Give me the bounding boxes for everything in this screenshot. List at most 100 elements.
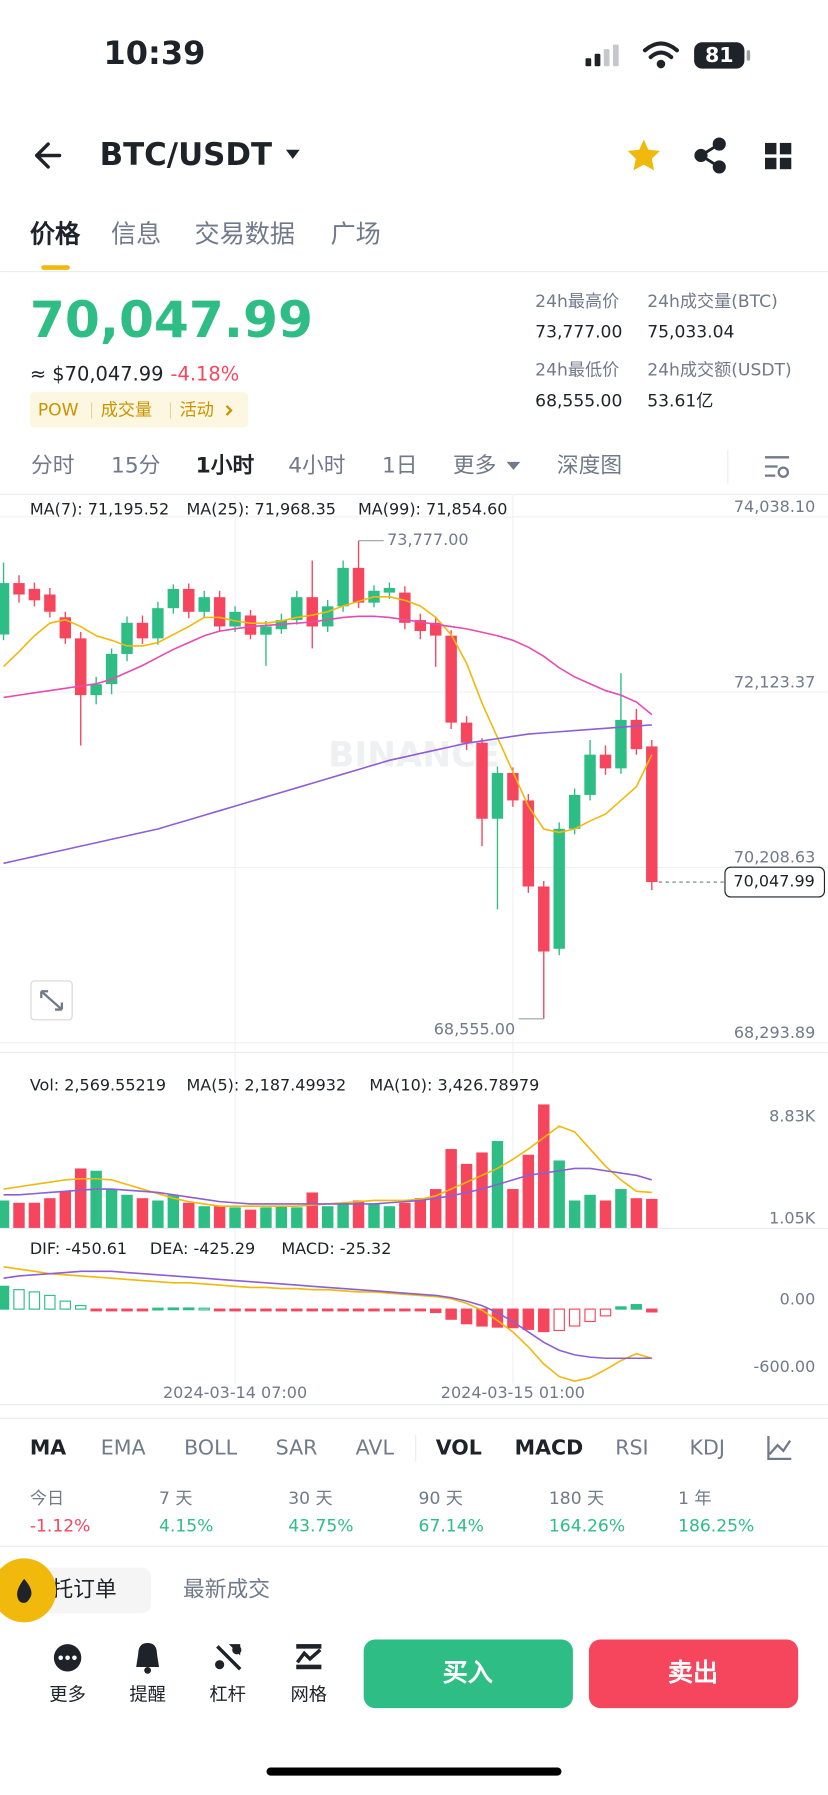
ma-legend: MA(25): 71,968.35 bbox=[186, 499, 336, 518]
volume-bar bbox=[399, 1202, 411, 1228]
nav-label[interactable]: 提醒 bbox=[129, 1685, 166, 1706]
indicator[interactable]: BOLL bbox=[184, 1436, 237, 1460]
candle-body bbox=[105, 653, 118, 685]
interval[interactable]: 更多 bbox=[453, 453, 496, 478]
volume-bar bbox=[260, 1207, 272, 1228]
period-change: 4.15% bbox=[159, 1516, 213, 1536]
tag-chevron bbox=[225, 405, 233, 416]
macd-bar bbox=[213, 1308, 226, 1312]
fullscreen-button[interactable] bbox=[30, 980, 73, 1021]
signal-icon bbox=[585, 44, 619, 67]
tab[interactable]: 交易数据 bbox=[194, 220, 295, 249]
stat-label: 24h成交量(BTC) bbox=[647, 292, 778, 312]
y-tick-label: 68,293.89 bbox=[734, 1023, 815, 1042]
last-price: 70,047.99 bbox=[30, 290, 313, 349]
back-button[interactable] bbox=[34, 142, 62, 169]
macd-bar bbox=[460, 1308, 473, 1325]
status-time: 10:39 bbox=[104, 34, 206, 72]
indicator[interactable]: RSI bbox=[615, 1436, 648, 1460]
tab[interactable]: 价格 bbox=[30, 220, 81, 249]
tab[interactable]: 广场 bbox=[331, 220, 381, 249]
volume-bar bbox=[44, 1198, 56, 1228]
volume-bar bbox=[152, 1200, 164, 1228]
order-tab[interactable]: 最新成交 bbox=[183, 1577, 270, 1602]
indicator[interactable]: KDJ bbox=[690, 1436, 725, 1460]
nav-label[interactable]: 网格 bbox=[291, 1685, 328, 1706]
nav-label[interactable]: 更多 bbox=[49, 1685, 86, 1706]
favorite-star[interactable] bbox=[627, 139, 660, 171]
candle-body bbox=[198, 597, 210, 612]
more-dropdown[interactable] bbox=[506, 461, 521, 470]
x-tick-label: 2024-03-14 07:00 bbox=[163, 1383, 307, 1402]
macd-bar bbox=[105, 1308, 118, 1312]
stat-value: 75,033.04 bbox=[647, 323, 734, 343]
tag[interactable]: 成交量 bbox=[101, 400, 152, 420]
volume-ma-legend: MA(10): 3,426.78979 bbox=[369, 1076, 539, 1095]
candle-body bbox=[383, 588, 396, 593]
candle-body bbox=[507, 772, 519, 801]
interval[interactable]: 深度图 bbox=[557, 453, 622, 478]
nav-label[interactable]: 杠杆 bbox=[209, 1685, 246, 1706]
ma-legend: MA(7): 71,195.52 bbox=[30, 499, 169, 518]
volume-legend: Vol: 2,569.55219 bbox=[30, 1076, 166, 1095]
y-tick-label: -600.00 bbox=[754, 1357, 816, 1376]
sell-button[interactable] bbox=[588, 1639, 799, 1709]
macd-bar bbox=[399, 1308, 411, 1312]
candle-body bbox=[321, 606, 334, 627]
macd-bar bbox=[615, 1306, 627, 1310]
candle-body bbox=[75, 638, 87, 696]
indicator[interactable]: EMA bbox=[101, 1436, 146, 1460]
chart-settings[interactable] bbox=[764, 456, 790, 478]
buy-label[interactable]: 买入 bbox=[443, 1658, 493, 1687]
candle-body bbox=[491, 772, 504, 819]
pair-dropdown[interactable] bbox=[285, 149, 300, 159]
interval[interactable]: 1小时 bbox=[196, 453, 255, 478]
indicator[interactable]: MACD bbox=[515, 1436, 584, 1460]
tab[interactable]: 信息 bbox=[111, 220, 161, 249]
macd-bar bbox=[337, 1308, 349, 1312]
candle-body bbox=[28, 588, 41, 601]
macd-bar bbox=[321, 1308, 334, 1312]
indicator[interactable]: MA bbox=[30, 1436, 66, 1460]
volume-bar bbox=[476, 1152, 488, 1228]
candle-body bbox=[213, 597, 226, 627]
macd-bar bbox=[522, 1308, 535, 1330]
interval[interactable]: 15分 bbox=[111, 453, 160, 478]
volume-bar bbox=[213, 1206, 226, 1228]
indicator-bar: MA EMA BOLL SAR AVL VOL MACD RSI KDJ bbox=[30, 1436, 725, 1460]
interval[interactable]: 分时 bbox=[31, 453, 74, 478]
indicator-settings[interactable] bbox=[767, 1436, 792, 1461]
grid-menu[interactable] bbox=[764, 142, 792, 170]
low-label: 68,555.00 bbox=[434, 1020, 515, 1039]
buy-button[interactable] bbox=[363, 1639, 573, 1709]
indicator[interactable]: AVL bbox=[356, 1436, 395, 1460]
volume-bar bbox=[599, 1200, 612, 1228]
x-tick-label: 2024-03-15 01:00 bbox=[441, 1383, 585, 1402]
volume-bar bbox=[368, 1203, 380, 1228]
y-tick-label: 70,208.63 bbox=[734, 848, 815, 867]
current-price-box bbox=[724, 866, 826, 898]
nav-icons bbox=[53, 1642, 322, 1674]
indicator[interactable]: VOL bbox=[436, 1436, 482, 1460]
volume-bar bbox=[167, 1194, 180, 1228]
interval[interactable]: 1日 bbox=[382, 453, 418, 478]
volume-bar bbox=[321, 1206, 334, 1228]
candle-body bbox=[306, 597, 318, 627]
macd-bar bbox=[244, 1308, 257, 1312]
candle-body bbox=[44, 594, 56, 612]
macd-bar bbox=[491, 1308, 504, 1328]
pair-title[interactable]: BTC/USDT bbox=[100, 137, 272, 173]
battery-level: 81 bbox=[705, 43, 734, 67]
share-button[interactable] bbox=[694, 137, 726, 174]
period: 90 天 bbox=[419, 1489, 463, 1509]
interval[interactable]: 4小时 bbox=[288, 453, 345, 478]
macd-bar bbox=[136, 1308, 149, 1312]
indicator[interactable]: SAR bbox=[276, 1436, 318, 1460]
battery-icon bbox=[694, 42, 745, 69]
macd-bar bbox=[445, 1308, 457, 1320]
current-price-label: 70,047.99 bbox=[733, 872, 814, 891]
sell-label[interactable]: 卖出 bbox=[668, 1658, 718, 1687]
tag[interactable]: POW bbox=[38, 400, 79, 420]
tag[interactable]: 活动 bbox=[180, 400, 214, 420]
